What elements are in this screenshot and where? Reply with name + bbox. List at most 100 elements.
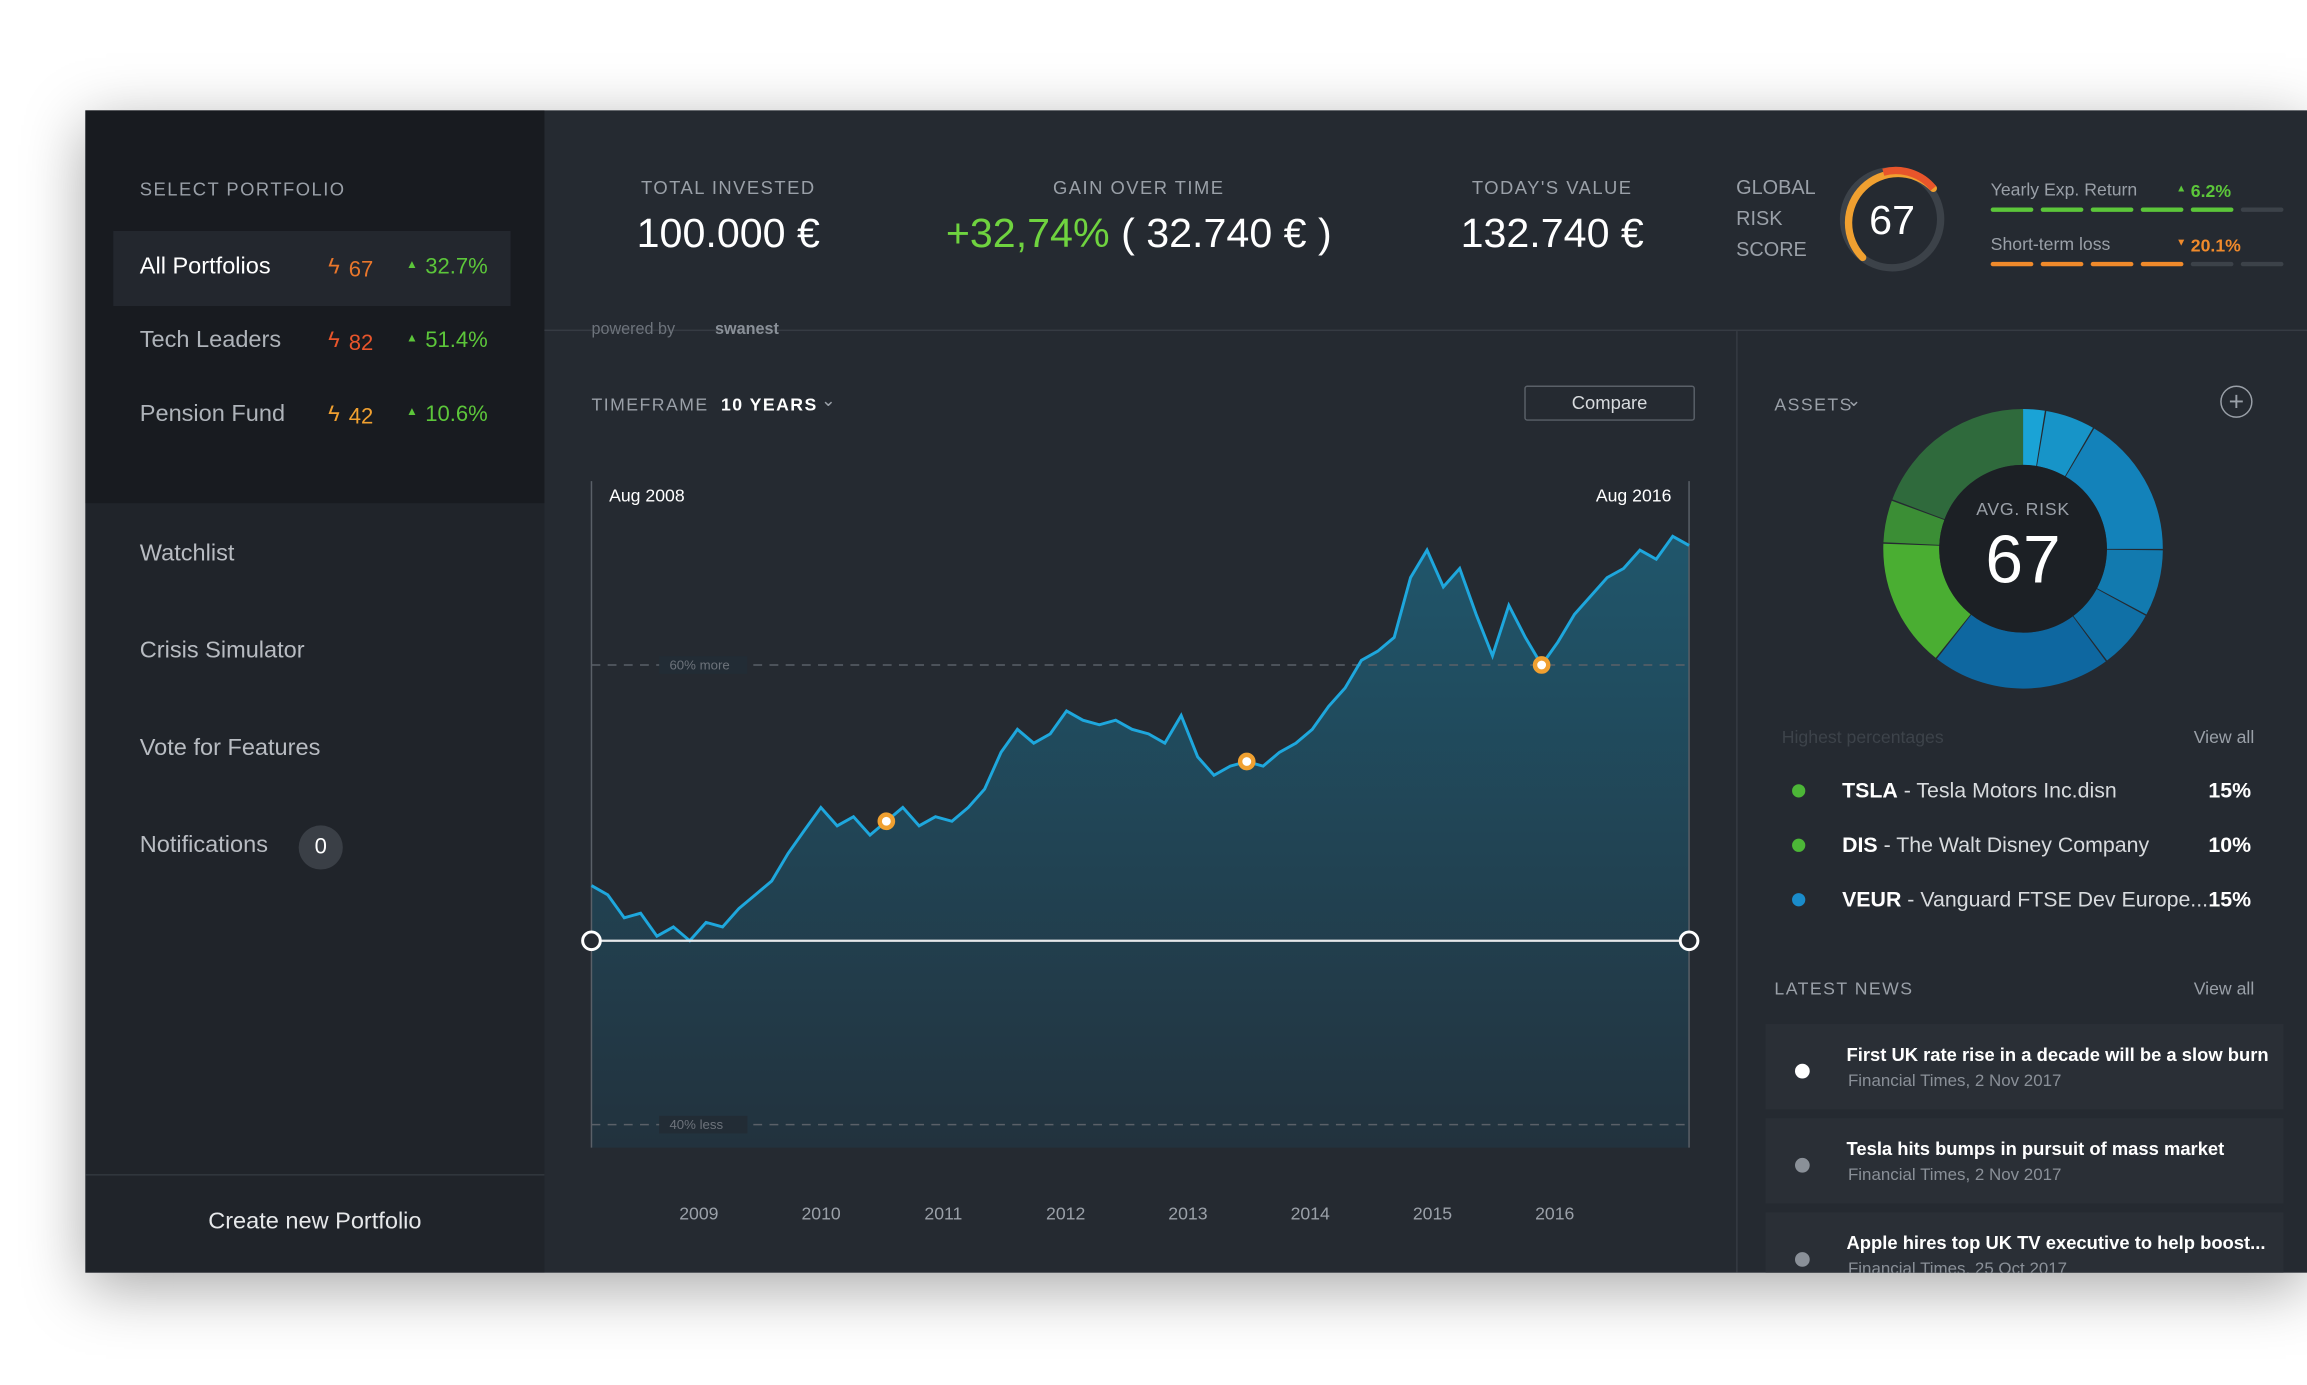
add-button[interactable]: + xyxy=(2220,385,2253,418)
metric-bar xyxy=(2040,207,2084,212)
ticker: DIS xyxy=(1842,834,1878,858)
up-arrow: ▲ xyxy=(406,404,418,418)
x-tick-label: 2010 xyxy=(802,1204,841,1224)
metric-bar xyxy=(2090,207,2134,212)
end-label: Aug 2016 xyxy=(1596,486,1672,506)
stat-label: GAIN OVER TIME xyxy=(1053,178,1225,199)
stat-detail: ( 32.740 € ) xyxy=(1121,210,1332,257)
news-card[interactable] xyxy=(1765,1212,2284,1273)
metric-label: Short-term loss xyxy=(1990,233,2111,255)
view-all[interactable]: View all xyxy=(2193,726,2255,748)
menu-item[interactable]: Crisis Simulator xyxy=(139,638,305,664)
assets-heading[interactable]: ASSETS xyxy=(1774,394,1853,415)
metric-bar xyxy=(1990,261,2034,267)
donut-segment xyxy=(1883,409,2163,689)
news-title: Apple hires top UK TV executive to help … xyxy=(1846,1232,2266,1254)
metric-bar xyxy=(2090,261,2134,267)
brand: swanest xyxy=(715,320,779,339)
news-dot xyxy=(1794,1252,1810,1267)
ticker: VEUR xyxy=(1842,888,1902,913)
portfolio-risk: 42 xyxy=(348,404,374,430)
menu-item[interactable]: Notifications xyxy=(139,832,269,858)
menu-item[interactable]: Vote for Features xyxy=(139,735,321,761)
sidebar-heading: SELECT PORTFOLIO xyxy=(139,179,346,201)
x-tick-label: 2011 xyxy=(924,1204,962,1224)
metric-bar xyxy=(2040,261,2084,267)
donut-hole xyxy=(1939,464,2107,633)
portfolio-risk: 67 xyxy=(348,257,374,283)
risk-label: RISK xyxy=(1736,207,1783,230)
stat-value: 100.000 € xyxy=(636,210,820,257)
metric-value: 20.1% xyxy=(2190,235,2241,257)
news-source: Financial Times, 25 Oct 2017 xyxy=(1847,1260,2068,1273)
stat-value-wrap: +32,74% ( 32.740 € ) xyxy=(903,210,1374,257)
x-tick-label: 2014 xyxy=(1291,1204,1330,1224)
news-card[interactable] xyxy=(1765,1024,2284,1110)
risk-label: SCORE xyxy=(1736,238,1807,261)
news-dot xyxy=(1794,1157,1810,1173)
metric-value: 6.2% xyxy=(2190,180,2232,202)
event-marker xyxy=(1532,656,1551,674)
powered-by: powered by xyxy=(591,320,676,339)
stat-value: 132.740 € xyxy=(1460,210,1644,257)
asset-row[interactable]: TSLA - Tesla Motors Inc.disn xyxy=(1842,780,2117,804)
metric-bar xyxy=(2240,207,2284,212)
start-label: Aug 2008 xyxy=(609,486,685,506)
news-dot xyxy=(1794,1063,1810,1079)
metric-arrow: ▼ xyxy=(2176,238,2187,249)
sidebar: SELECT PORTFOLIO All Portfolios ϟ 67 ▲ 32.7%… xyxy=(85,110,545,1273)
metric-bar xyxy=(2190,207,2234,212)
asset-dot xyxy=(1792,784,1806,798)
divider xyxy=(85,1174,545,1176)
reference-label: 40% less xyxy=(669,1117,723,1132)
metric-bar xyxy=(2140,207,2184,212)
risk-label: GLOBAL xyxy=(1736,176,1816,199)
metric-bar xyxy=(1990,207,2034,212)
view-all[interactable]: View all xyxy=(2193,978,2255,1000)
timeframe[interactable]: 10 YEARS xyxy=(720,394,818,415)
event-marker xyxy=(877,812,896,831)
compare-button[interactable]: Compare xyxy=(1524,385,1695,421)
avg-risk: 67 xyxy=(1985,520,2061,598)
portfolio-name: Tech Leaders xyxy=(139,328,282,354)
news-card[interactable] xyxy=(1765,1118,2284,1204)
timeframe-label: TIMEFRAME xyxy=(591,394,709,415)
active-row xyxy=(113,230,511,307)
x-tick-label: 2013 xyxy=(1168,1204,1207,1224)
stat-value: +32,74% xyxy=(945,210,1110,257)
menu-item[interactable]: Watchlist xyxy=(139,541,235,567)
x-tick-label: 2016 xyxy=(1535,1204,1574,1224)
assets-subheading: Highest percentages xyxy=(1781,726,1944,748)
risk-icon: ϟ xyxy=(328,401,340,427)
risk-icon: ϟ xyxy=(328,254,340,280)
line xyxy=(590,534,1690,943)
create-portfolio[interactable]: Create new Portfolio xyxy=(208,1209,422,1235)
slider-handle xyxy=(1678,930,1700,952)
dashboard: SELECT PORTFOLIO All Portfolios ϟ 67 ▲ 32.7%… xyxy=(85,110,2307,1273)
metric-bar xyxy=(2240,261,2284,267)
portfolio-gain: 32.7% xyxy=(425,254,488,280)
asset-name: - The Walt Disney Company xyxy=(1883,834,2150,858)
asset-pct: 10% xyxy=(2208,834,2252,858)
asset-row[interactable]: VEUR - Vanguard FTSE Dev Europe... xyxy=(1842,889,2208,913)
area xyxy=(591,536,1690,1148)
label-bg xyxy=(659,1115,748,1134)
notification-badge: 0 xyxy=(298,825,343,870)
portfolio-risk: 82 xyxy=(348,331,374,357)
portfolio-name: All Portfolios xyxy=(139,254,271,280)
slider-handle xyxy=(581,930,602,952)
news-title: First UK rate rise in a decade will be a… xyxy=(1846,1044,2269,1066)
asset-name: - Vanguard FTSE Dev Europe... xyxy=(1907,888,2209,913)
chevron: ⌄ xyxy=(1846,389,1862,411)
risk-score: 67 xyxy=(1869,197,1916,243)
metric-bar xyxy=(2140,261,2184,267)
risk-icon: ϟ xyxy=(328,328,340,354)
asset-row[interactable]: DIS - The Walt Disney Company xyxy=(1842,834,2149,858)
asset-dot xyxy=(1792,893,1806,907)
portfolio-gain: 10.6% xyxy=(425,401,488,427)
portfolio-gain: 51.4% xyxy=(425,328,488,354)
donut-segment xyxy=(1883,409,2163,689)
